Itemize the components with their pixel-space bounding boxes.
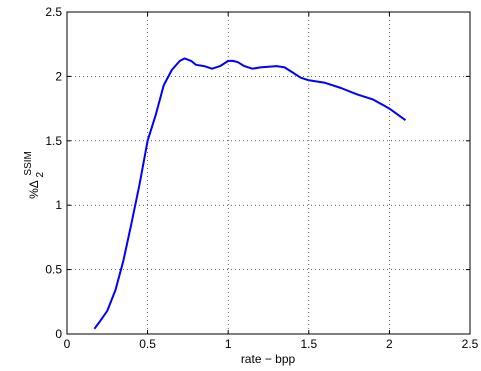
series-line [93,57,407,330]
plot-area [67,12,470,334]
y-tick-label: 2 [55,69,62,83]
tick-labels: 0 0.5 1 1.5 2 2.5 0 0.5 1 1.5 2 2.5 [45,5,478,351]
y-tick-label: 0 [55,327,62,341]
y-tick-label: 1.5 [45,134,62,148]
x-tick-label: 1.5 [300,337,317,351]
y-axis-label-superscript: SSIM [23,151,34,175]
x-tick-label: 2 [386,337,393,351]
x-tick-label: 1 [225,337,232,351]
x-tick-label: 0 [64,337,71,351]
ticks [66,11,471,335]
y-tick-label: 0.5 [45,263,62,277]
y-axis-label-prefix: %Δ [27,180,41,199]
x-tick-label: 0.5 [139,337,156,351]
x-tick-label: 2.5 [462,337,479,351]
grid-lines [67,12,470,334]
x-axis-label: rate − bpp [241,352,296,366]
y-tick-label: 1 [55,198,62,212]
axes-box [66,11,471,335]
y-axis-label: %Δ 2 SSIM [23,151,46,199]
y-tick-label: 2.5 [45,5,62,19]
y-axis-label-subscript: 2 [35,171,46,177]
